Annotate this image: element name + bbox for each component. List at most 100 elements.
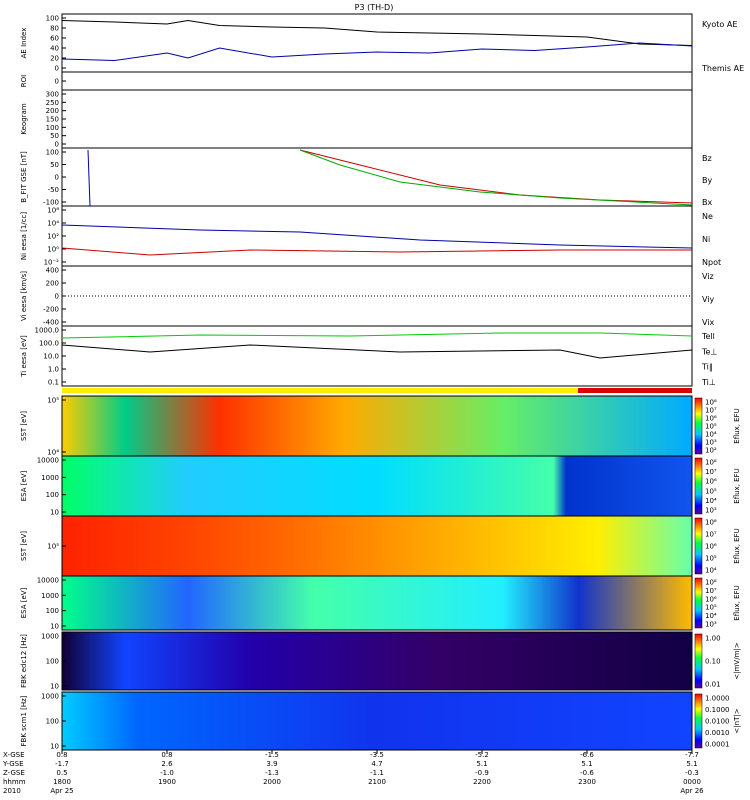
footer-z-gse: -1.0 xyxy=(160,769,174,777)
y-tick-label: 60 xyxy=(50,35,59,43)
ne-trace xyxy=(61,247,692,256)
colorbar xyxy=(694,633,703,689)
footer-z-gse: -1.3 xyxy=(265,769,279,777)
colorbar-tick-label: 0.10 xyxy=(705,658,721,666)
footer-hhmm: 2000 xyxy=(263,778,281,786)
footer-hhmm: 2200 xyxy=(473,778,491,786)
colorbar-tick-label: 10⁷ xyxy=(705,407,717,415)
y-tick-label: 250 xyxy=(46,99,59,107)
bx-trace xyxy=(87,149,91,207)
panel-2: ROI 0 xyxy=(20,71,693,91)
y-tick-label: 10⁴ xyxy=(47,220,59,228)
y-axis-label: Ni eesa [1/cc] xyxy=(20,212,28,260)
legend-entry: Tell xyxy=(701,332,715,341)
colorbar-tick-label: 0.01 xyxy=(705,681,721,689)
y-tick-label: 80 xyxy=(50,25,59,33)
footer-y-gse: 5.1 xyxy=(476,760,487,768)
y-axis-label: Ti eesa [eV] xyxy=(20,335,28,378)
colorbar-tick-label: 10⁶ xyxy=(705,415,717,423)
panel-background xyxy=(62,206,692,266)
panel-13: FBK scm1 [Hz] 1000 100 10 1.0000 0.1000 0.0100… xyxy=(20,691,741,751)
y-axis-label: ROI xyxy=(20,75,28,87)
y-tick-label: 100 xyxy=(46,491,59,499)
colorbar-tick-label: 1.00 xyxy=(705,635,721,643)
y-tick-label: 300 xyxy=(46,91,59,99)
y-tick-label: 1.0 xyxy=(48,366,59,374)
spectrogram-fill xyxy=(62,516,692,576)
footer-x-gse: -1.5 xyxy=(265,751,279,759)
footer-z-gse: -0.3 xyxy=(685,769,699,777)
y-tick-label: 100 xyxy=(46,15,59,23)
footer-z-gse: -1.1 xyxy=(370,769,384,777)
colorbar-tick-label: 1.0000 xyxy=(705,695,730,703)
colorbar-tick-label: 10⁷ xyxy=(705,531,717,539)
legend-entry: Ti⊥ xyxy=(701,378,716,387)
colorbar xyxy=(694,397,703,455)
y-tick-label: 100 xyxy=(46,718,59,726)
panel-frame xyxy=(61,575,693,631)
footer-hhmm: 2100 xyxy=(368,778,386,786)
panel-background xyxy=(62,72,692,90)
colorbar xyxy=(694,517,703,575)
footer-x-gse: 0.8 xyxy=(161,751,172,759)
colorbar-tick-label: 10⁶ xyxy=(705,543,717,551)
legend-entry: Ti‖ xyxy=(701,363,713,372)
legend-entry: Bx xyxy=(702,198,712,207)
footer-z-gse: -0.9 xyxy=(475,769,489,777)
y-tick-label: 0 xyxy=(55,65,59,73)
colorbar-label: Eflux, EFU xyxy=(733,528,741,563)
footer-hhmm: 0000 xyxy=(683,778,701,786)
y-tick-label: -200 xyxy=(43,306,59,314)
by-trace xyxy=(299,149,693,206)
legend-entry: Viz xyxy=(702,272,714,281)
plot-title: P3 (TH-D) xyxy=(355,3,394,12)
colorbar-label: <|mV/m|> xyxy=(733,642,741,679)
y-tick-label: 50 xyxy=(50,132,59,140)
footer-x-gse: -5.2 xyxy=(475,751,489,759)
colorbar-tick-label: 10⁶ xyxy=(705,478,717,486)
colorbar-label: Eflux, EFU xyxy=(733,408,741,443)
y-tick-label: 10 xyxy=(50,683,59,691)
y-tick-label: -50 xyxy=(48,186,59,194)
colorbar-tick-label: 10⁴ xyxy=(705,497,717,505)
y-axis-label: SST [eV] xyxy=(20,531,28,561)
y-tick-label: 0 xyxy=(55,174,59,182)
panel-background xyxy=(62,14,692,72)
y-tick-label: 20 xyxy=(50,55,59,63)
colorbar-tick-label: 10⁶ xyxy=(705,595,717,603)
panel-12: FBK edc12 [Hz] 1000 100 10 1.00 0.10 0.01 <|mV/… xyxy=(20,631,741,691)
colorbar-tick-label: 10⁵ xyxy=(705,604,717,612)
y-axis-label: ESA [eV] xyxy=(20,587,28,618)
colorbar-tick-label: 10⁴ xyxy=(705,612,717,620)
colorbar-tick-label: 10⁸ xyxy=(705,399,717,407)
legend-entry: Ni xyxy=(702,235,710,244)
footer-row-label: Z-GSE xyxy=(3,769,25,777)
footer-x-gse: 0.8 xyxy=(56,751,67,759)
footer-y-gse: 4.7 xyxy=(371,760,382,768)
y-tick-label: 40 xyxy=(50,45,59,53)
colorbar-tick-label: 10⁸ xyxy=(705,519,717,527)
colorbar-tick-label: 0.1000 xyxy=(705,706,730,714)
spectrogram-fill xyxy=(62,576,692,630)
colorbar-tick-label: 10⁸ xyxy=(705,579,717,587)
y-axis-label: Keogram xyxy=(20,103,28,134)
colorbar-tick-label: 10² xyxy=(705,447,717,455)
colorbar xyxy=(694,693,703,749)
footer-date: Apr 25 xyxy=(50,787,73,795)
panel-6: Vi eesa [km/s] 400 200 0 -200 -400 Viz Viy Vix xyxy=(20,265,715,327)
footer-z-gse: 0.5 xyxy=(56,769,67,777)
y-tick-label: 1000 xyxy=(41,592,59,600)
legend-entry: Bz xyxy=(702,154,712,163)
legend-entry: Te⊥ xyxy=(701,347,717,356)
colorbar-label: Eflux, EFU xyxy=(733,585,741,620)
y-tick-label: 150 xyxy=(46,116,59,124)
ni-trace xyxy=(61,224,693,249)
colorbar-label: Eflux, EFU xyxy=(733,468,741,503)
footer-z-gse: -0.6 xyxy=(580,769,594,777)
y-axis-label: FBK edc12 [Hz] xyxy=(20,634,28,688)
y-tick-label: 1000 xyxy=(41,474,59,482)
panel-10: SST [eV] 10⁵ 10⁸ 10⁷ 10⁶ 10⁵ 10⁴ Eflux, EFU xyxy=(20,515,741,577)
colorbar-tick-label: 10⁸ xyxy=(705,459,717,467)
legend-entry: Kyoto AE xyxy=(702,20,737,29)
